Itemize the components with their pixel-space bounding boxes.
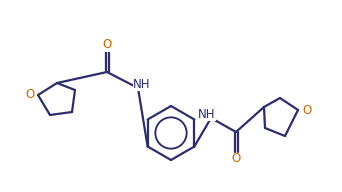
- Text: O: O: [25, 89, 35, 102]
- Text: NH: NH: [133, 78, 151, 90]
- Text: O: O: [302, 103, 312, 117]
- Text: O: O: [232, 152, 241, 166]
- Text: NH: NH: [198, 108, 216, 121]
- Text: O: O: [102, 39, 111, 51]
